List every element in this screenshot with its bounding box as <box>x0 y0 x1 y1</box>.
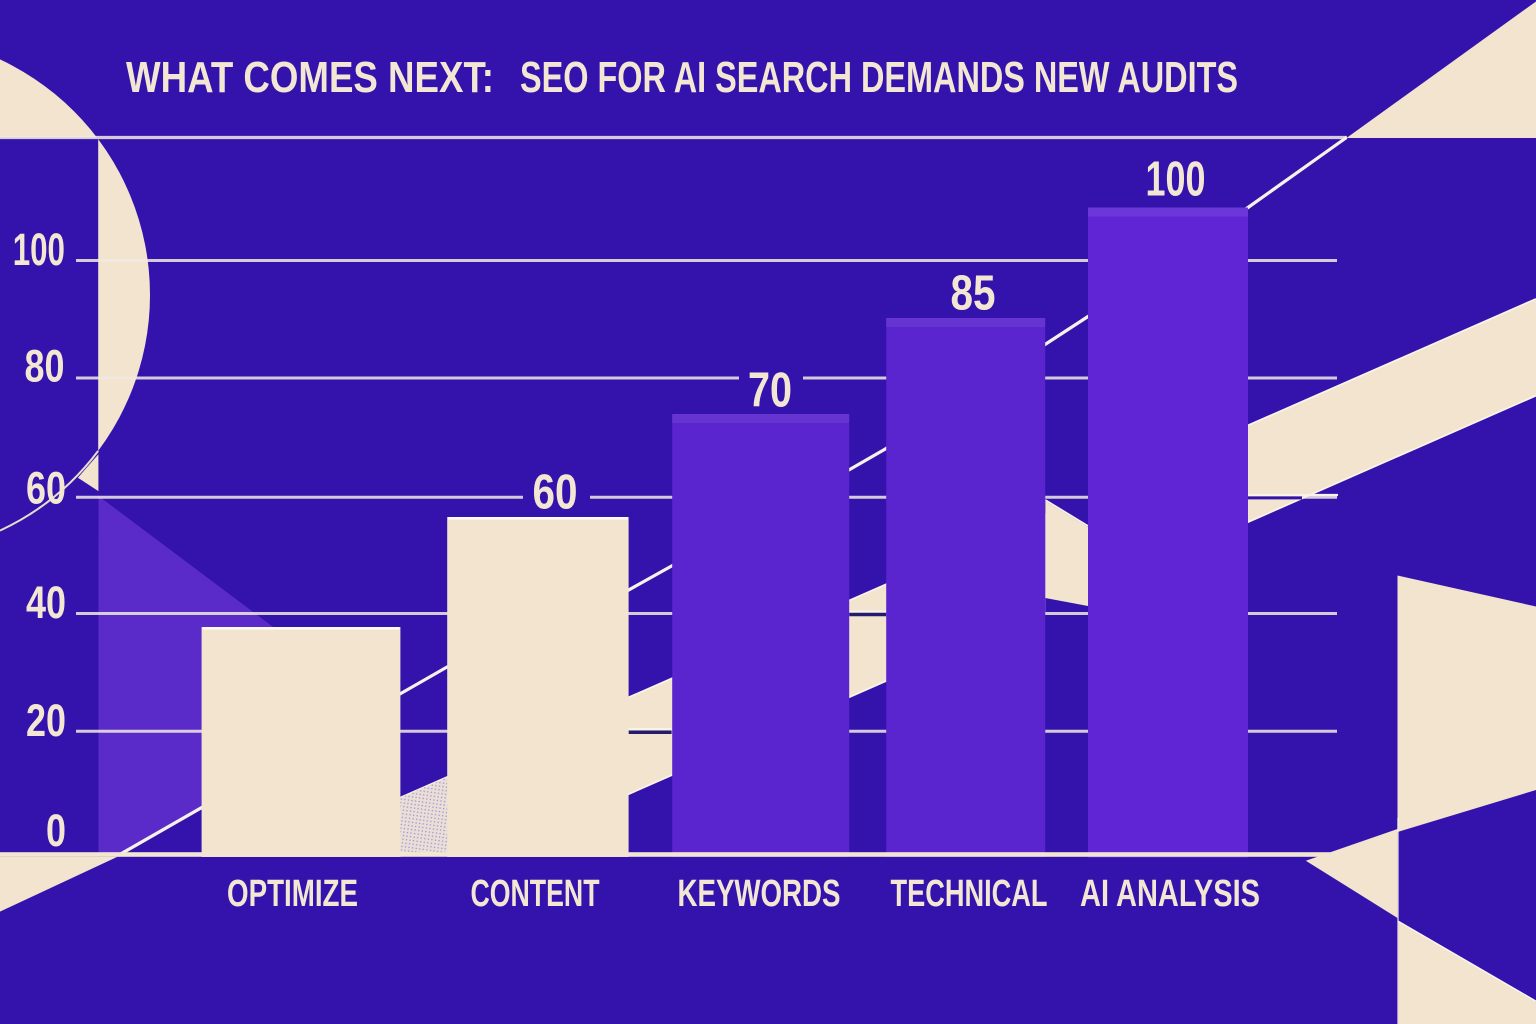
svg-text:100: 100 <box>1146 153 1206 207</box>
svg-text:AI ANALYSIS: AI ANALYSIS <box>1080 873 1260 915</box>
svg-text:20: 20 <box>26 695 66 746</box>
svg-text:70: 70 <box>748 364 792 418</box>
svg-text:80: 80 <box>25 340 65 391</box>
svg-text:0: 0 <box>46 805 66 856</box>
svg-text:40: 40 <box>26 577 66 628</box>
svg-text:WHAT COMES NEXT:: WHAT COMES NEXT: <box>126 53 494 102</box>
svg-text:60: 60 <box>26 462 66 513</box>
svg-text:KEYWORDS: KEYWORDS <box>678 873 841 915</box>
svg-text:TECHNICAL: TECHNICAL <box>891 873 1048 915</box>
svg-text:85: 85 <box>951 267 996 321</box>
svg-text:60: 60 <box>533 466 578 520</box>
svg-text:OPTIMIZE: OPTIMIZE <box>227 873 358 915</box>
svg-text:100: 100 <box>13 224 65 275</box>
svg-text:CONTENT: CONTENT <box>471 873 600 915</box>
svg-text:SEO FOR AI SEARCH DEMANDS NEW: SEO FOR AI SEARCH DEMANDS NEW AUDITS <box>520 53 1238 102</box>
